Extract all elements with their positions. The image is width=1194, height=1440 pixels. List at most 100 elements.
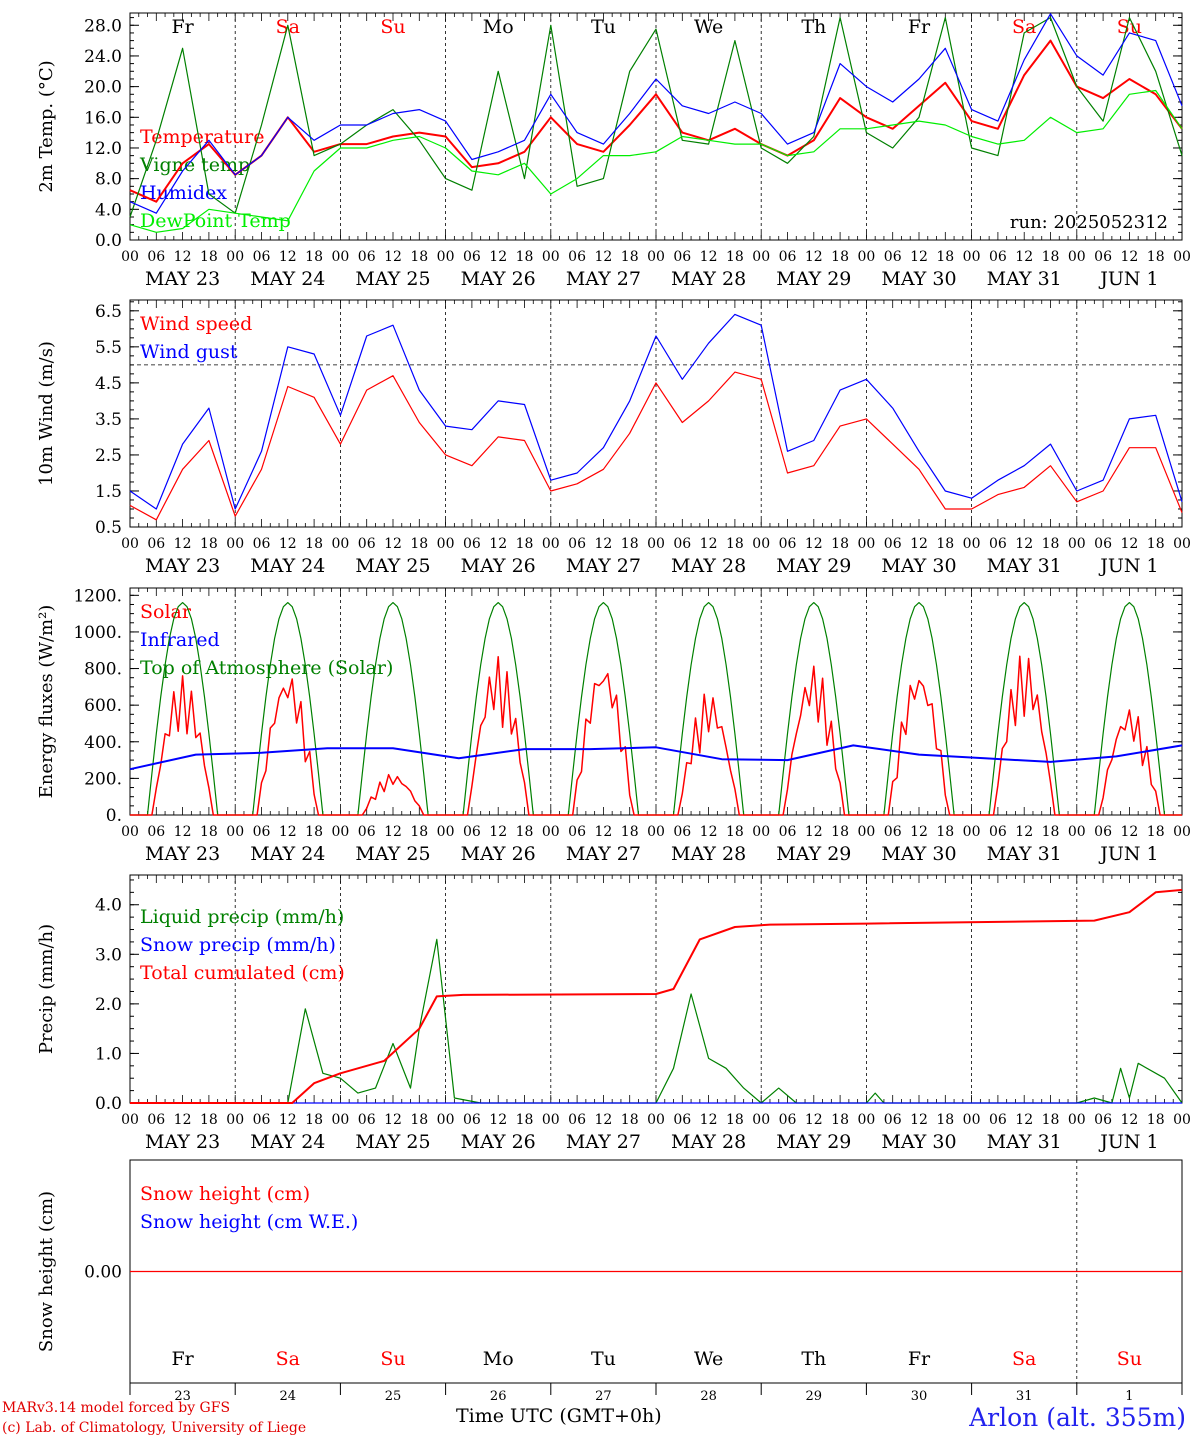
- hour-tick-label: 12: [805, 536, 823, 552]
- date-label: MAY 29: [776, 843, 851, 865]
- legend-entry: Wind speed: [140, 313, 252, 335]
- hour-tick-label: 00: [542, 1112, 560, 1128]
- date-label: MAY 27: [566, 268, 641, 290]
- hour-tick-label: 00: [331, 249, 349, 265]
- weekday-label: Mo: [483, 1348, 514, 1370]
- day-number-label: 31: [1016, 1389, 1033, 1404]
- y-tick-label: 1.0: [95, 1044, 122, 1064]
- date-label: MAY 27: [566, 843, 641, 865]
- day-number-label: 23: [174, 1389, 191, 1404]
- hour-tick-label: 00: [1068, 1112, 1086, 1128]
- y-tick-label: 2.0: [95, 995, 122, 1015]
- hour-tick-label: 06: [989, 536, 1007, 552]
- hour-tick-label: 18: [621, 536, 639, 552]
- hour-tick-label: 06: [779, 824, 797, 840]
- hour-tick-label: 06: [884, 1112, 902, 1128]
- y-tick-label: 0.0: [95, 231, 122, 251]
- series-line-wind-speed: [129, 371, 1183, 521]
- date-label: MAY 29: [776, 555, 851, 577]
- hour-tick-label: 06: [568, 824, 586, 840]
- date-label: MAY 26: [461, 555, 536, 577]
- hour-tick-label: 00: [542, 824, 560, 840]
- weekday-label: We: [694, 1348, 723, 1370]
- hour-tick-label: 06: [147, 536, 165, 552]
- y-tick-label: 0.00: [84, 1263, 122, 1283]
- hour-tick-label: 12: [910, 1112, 928, 1128]
- hour-tick-label: 18: [726, 249, 744, 265]
- hour-tick-label: 06: [779, 249, 797, 265]
- hour-tick-label: 00: [331, 1112, 349, 1128]
- hour-tick-label: 12: [1015, 536, 1033, 552]
- hour-tick-label: 18: [410, 536, 428, 552]
- legend-entry: Temperature: [140, 126, 264, 148]
- hour-tick-label: 18: [1147, 824, 1165, 840]
- date-label: MAY 28: [671, 555, 746, 577]
- hour-tick-label: 12: [1015, 249, 1033, 265]
- hour-tick-label: 18: [305, 249, 323, 265]
- hour-tick-label: 00: [647, 536, 665, 552]
- date-label: MAY 30: [881, 843, 956, 865]
- hour-tick-label: 06: [673, 536, 691, 552]
- hour-tick-label: 18: [1042, 1112, 1060, 1128]
- hour-tick-label: 18: [726, 536, 744, 552]
- hour-tick-label: 18: [831, 536, 849, 552]
- weekday-label: We: [694, 16, 723, 38]
- hour-tick-label: 12: [700, 536, 718, 552]
- y-tick-label: 4.5: [95, 374, 122, 394]
- hour-tick-label: 12: [489, 249, 507, 265]
- hour-tick-label: 00: [647, 1112, 665, 1128]
- hour-tick-label: 18: [516, 1112, 534, 1128]
- y-tick-label: 0.0: [95, 1094, 122, 1114]
- date-label: MAY 23: [145, 268, 220, 290]
- hour-tick-label: 06: [463, 824, 481, 840]
- hour-tick-label: 00: [1068, 536, 1086, 552]
- hour-tick-label: 12: [384, 1112, 402, 1128]
- hour-tick-label: 06: [673, 249, 691, 265]
- legend-entry: Total cumulated (cm): [140, 962, 345, 984]
- hour-tick-label: 06: [358, 536, 376, 552]
- hour-tick-label: 18: [831, 1112, 849, 1128]
- hour-tick-label: 06: [253, 536, 271, 552]
- hour-tick-label: 00: [1173, 824, 1191, 840]
- hour-tick-label: 18: [1042, 824, 1060, 840]
- hour-tick-label: 06: [673, 1112, 691, 1128]
- date-label: MAY 24: [250, 555, 325, 577]
- hour-tick-label: 18: [1147, 1112, 1165, 1128]
- hour-tick-label: 00: [857, 249, 875, 265]
- hour-tick-label: 00: [226, 536, 244, 552]
- hour-tick-label: 00: [963, 249, 981, 265]
- hour-tick-label: 18: [410, 249, 428, 265]
- hour-tick-label: 18: [1042, 249, 1060, 265]
- date-label: MAY 30: [881, 1131, 956, 1153]
- legend-entry: Snow height (cm W.E.): [140, 1211, 358, 1233]
- hour-tick-label: 12: [805, 1112, 823, 1128]
- day-number-label: 1: [1125, 1389, 1133, 1404]
- hour-tick-label: 06: [779, 536, 797, 552]
- y-tick-label: 2.5: [95, 446, 122, 466]
- date-label: MAY 31: [987, 843, 1062, 865]
- day-number-label: 30: [911, 1389, 928, 1404]
- y-tick-label: 3.0: [95, 945, 122, 965]
- series-line-humidex: [129, 13, 1183, 214]
- date-label: MAY 28: [671, 268, 746, 290]
- legend-entry: Top of Atmosphere (Solar): [140, 657, 393, 679]
- y-tick-label: 6.5: [95, 302, 122, 322]
- day-number-label: 25: [385, 1389, 402, 1404]
- date-label: MAY 31: [987, 1131, 1062, 1153]
- hour-tick-label: 00: [1068, 249, 1086, 265]
- day-number-label: 24: [280, 1389, 297, 1404]
- hour-tick-label: 12: [805, 249, 823, 265]
- hour-tick-label: 18: [200, 249, 218, 265]
- hour-tick-label: 12: [279, 1112, 297, 1128]
- y-tick-label: 4.0: [95, 200, 122, 220]
- hour-tick-label: 12: [174, 824, 192, 840]
- y-axis-label: Energy fluxes (W/m²): [36, 605, 57, 799]
- hour-tick-label: 06: [884, 536, 902, 552]
- hour-tick-label: 00: [121, 249, 139, 265]
- hour-tick-label: 00: [331, 824, 349, 840]
- weekday-label: Sa: [1012, 16, 1036, 38]
- date-label: MAY 26: [461, 268, 536, 290]
- date-label: MAY 30: [881, 268, 956, 290]
- hour-tick-label: 12: [384, 536, 402, 552]
